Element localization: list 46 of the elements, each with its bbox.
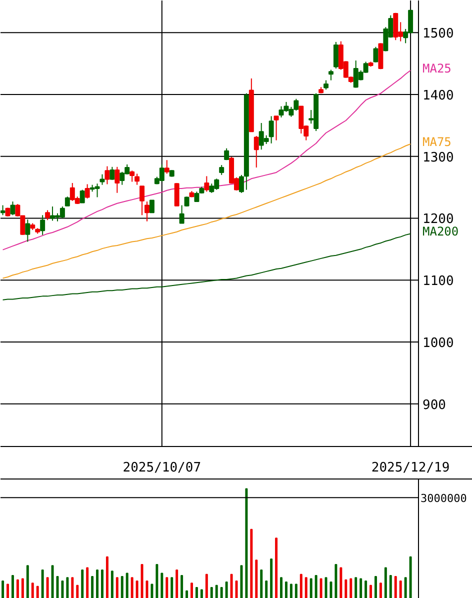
y-tick-label: 1000 bbox=[422, 336, 454, 351]
series-label: MA200 bbox=[422, 224, 459, 239]
candlestick bbox=[40, 214, 46, 236]
line-series bbox=[2, 70, 412, 250]
y-tick-label: 1500 bbox=[422, 26, 454, 42]
candlestick bbox=[254, 135, 259, 168]
candlestick bbox=[164, 160, 170, 174]
candlestick bbox=[64, 196, 70, 206]
candlestick bbox=[45, 210, 50, 221]
candlestick bbox=[114, 166, 120, 194]
candlestick bbox=[238, 174, 244, 194]
candlestick bbox=[373, 46, 378, 63]
y-tick-label: 1100 bbox=[422, 274, 454, 290]
candlestick bbox=[149, 200, 154, 214]
candlestick bbox=[204, 176, 210, 192]
candlestick bbox=[144, 201, 150, 222]
series-label: MA25 bbox=[422, 61, 452, 76]
candlestick bbox=[333, 41, 338, 70]
line-series bbox=[2, 233, 412, 300]
candlestick bbox=[174, 182, 180, 206]
line-series bbox=[2, 144, 412, 279]
candlestick bbox=[84, 184, 90, 199]
x-tick-label: 2025/12/19 bbox=[371, 460, 450, 476]
candlestick bbox=[179, 204, 184, 224]
y-tick-label: 1400 bbox=[422, 88, 454, 104]
candlestick bbox=[140, 186, 145, 216]
y-tick-label: 1300 bbox=[422, 150, 454, 166]
candlestick bbox=[219, 164, 224, 176]
candlestick bbox=[134, 173, 140, 186]
candlestick bbox=[184, 196, 190, 207]
y-tick-label: 900 bbox=[422, 398, 446, 413]
candlestick bbox=[324, 80, 328, 90]
candlestick bbox=[328, 69, 334, 81]
candlestick bbox=[268, 116, 274, 144]
text: 3000000 bbox=[420, 492, 467, 506]
candlestick bbox=[80, 189, 85, 204]
candlestick bbox=[25, 218, 30, 242]
candlestick bbox=[10, 201, 16, 216]
candlestick bbox=[130, 170, 135, 182]
x-tick-label: 2025/10/07 bbox=[122, 460, 202, 476]
candlestick bbox=[104, 166, 110, 185]
candlestick bbox=[274, 116, 279, 141]
candlestick bbox=[0, 204, 6, 216]
y-tick-label: 1200 bbox=[422, 212, 454, 228]
series-label: MA75 bbox=[422, 135, 452, 150]
candlestick bbox=[110, 166, 115, 180]
